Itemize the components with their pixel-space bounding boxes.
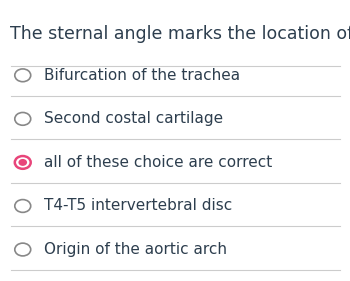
Text: all of these choice are correct: all of these choice are correct — [44, 155, 272, 170]
Text: T4-T5 intervertebral disc: T4-T5 intervertebral disc — [44, 198, 232, 214]
Circle shape — [19, 159, 27, 166]
Text: The sternal angle marks the location of the:: The sternal angle marks the location of … — [10, 25, 350, 43]
Text: Origin of the aortic arch: Origin of the aortic arch — [44, 242, 227, 257]
Text: Second costal cartilage: Second costal cartilage — [44, 111, 223, 126]
Text: Bifurcation of the trachea: Bifurcation of the trachea — [44, 68, 240, 83]
